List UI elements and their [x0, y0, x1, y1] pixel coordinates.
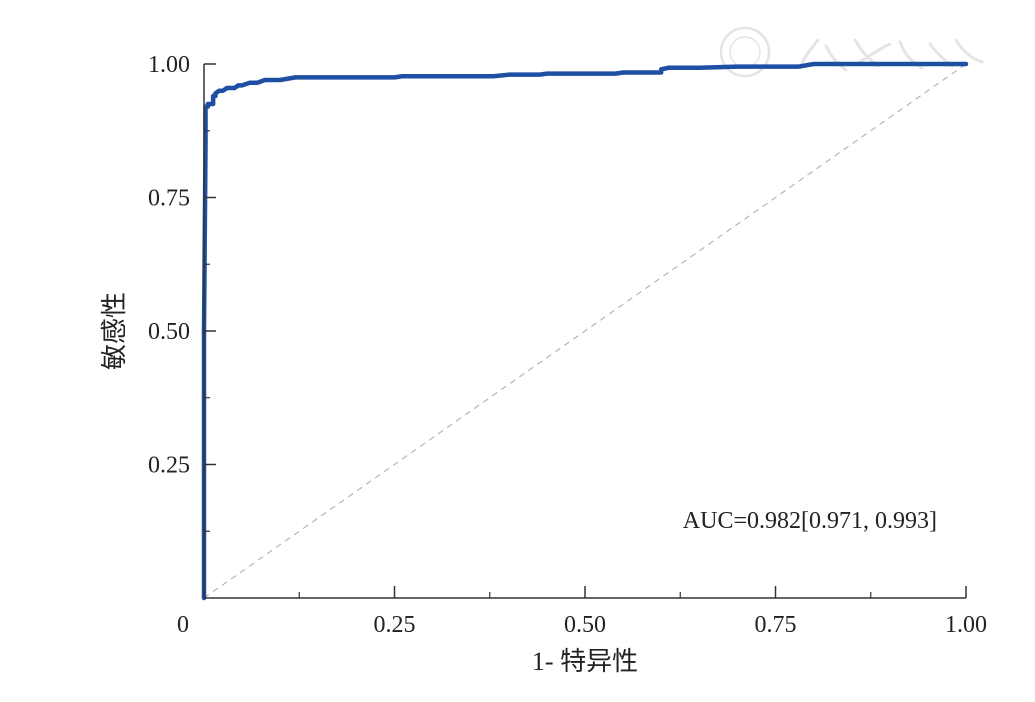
- watermark: [719, 26, 984, 78]
- reference-diagonal-line: [203, 63, 967, 599]
- roc-curve-line: [201, 61, 969, 601]
- x-tick-label: 0.75: [755, 612, 797, 638]
- x-tick-label: 1.00: [945, 612, 987, 638]
- x-tick-label: 0.50: [564, 612, 606, 638]
- auc-annotation: AUC=0.982[0.971, 0.993]: [683, 508, 937, 534]
- y-axis-title: 敏感性: [100, 292, 129, 370]
- x-axis-title: 1- 特异性: [532, 647, 638, 676]
- y-tick-label: 0.25: [148, 453, 190, 479]
- watermark-seal-inner-icon: [729, 36, 761, 68]
- y-tick-label: 0.75: [148, 186, 190, 212]
- x-tick-label: 0: [177, 612, 189, 638]
- watermark-calligraphy-icon: [798, 38, 984, 72]
- x-tick-label: 0.25: [374, 612, 416, 638]
- y-tick-label: 0.50: [148, 319, 190, 345]
- watermark-seal-icon: [719, 26, 771, 78]
- y-tick-label: 1.00: [148, 52, 190, 78]
